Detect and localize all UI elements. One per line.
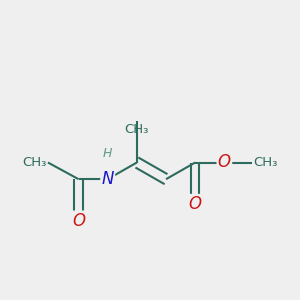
Text: O: O (189, 195, 202, 213)
Text: CH₃: CH₃ (22, 156, 46, 169)
Text: O: O (72, 212, 85, 230)
Text: H: H (103, 147, 112, 160)
Text: CH₃: CH₃ (254, 156, 278, 169)
Text: O: O (218, 154, 231, 172)
Text: CH₃: CH₃ (125, 123, 149, 136)
Text: N: N (101, 170, 114, 188)
